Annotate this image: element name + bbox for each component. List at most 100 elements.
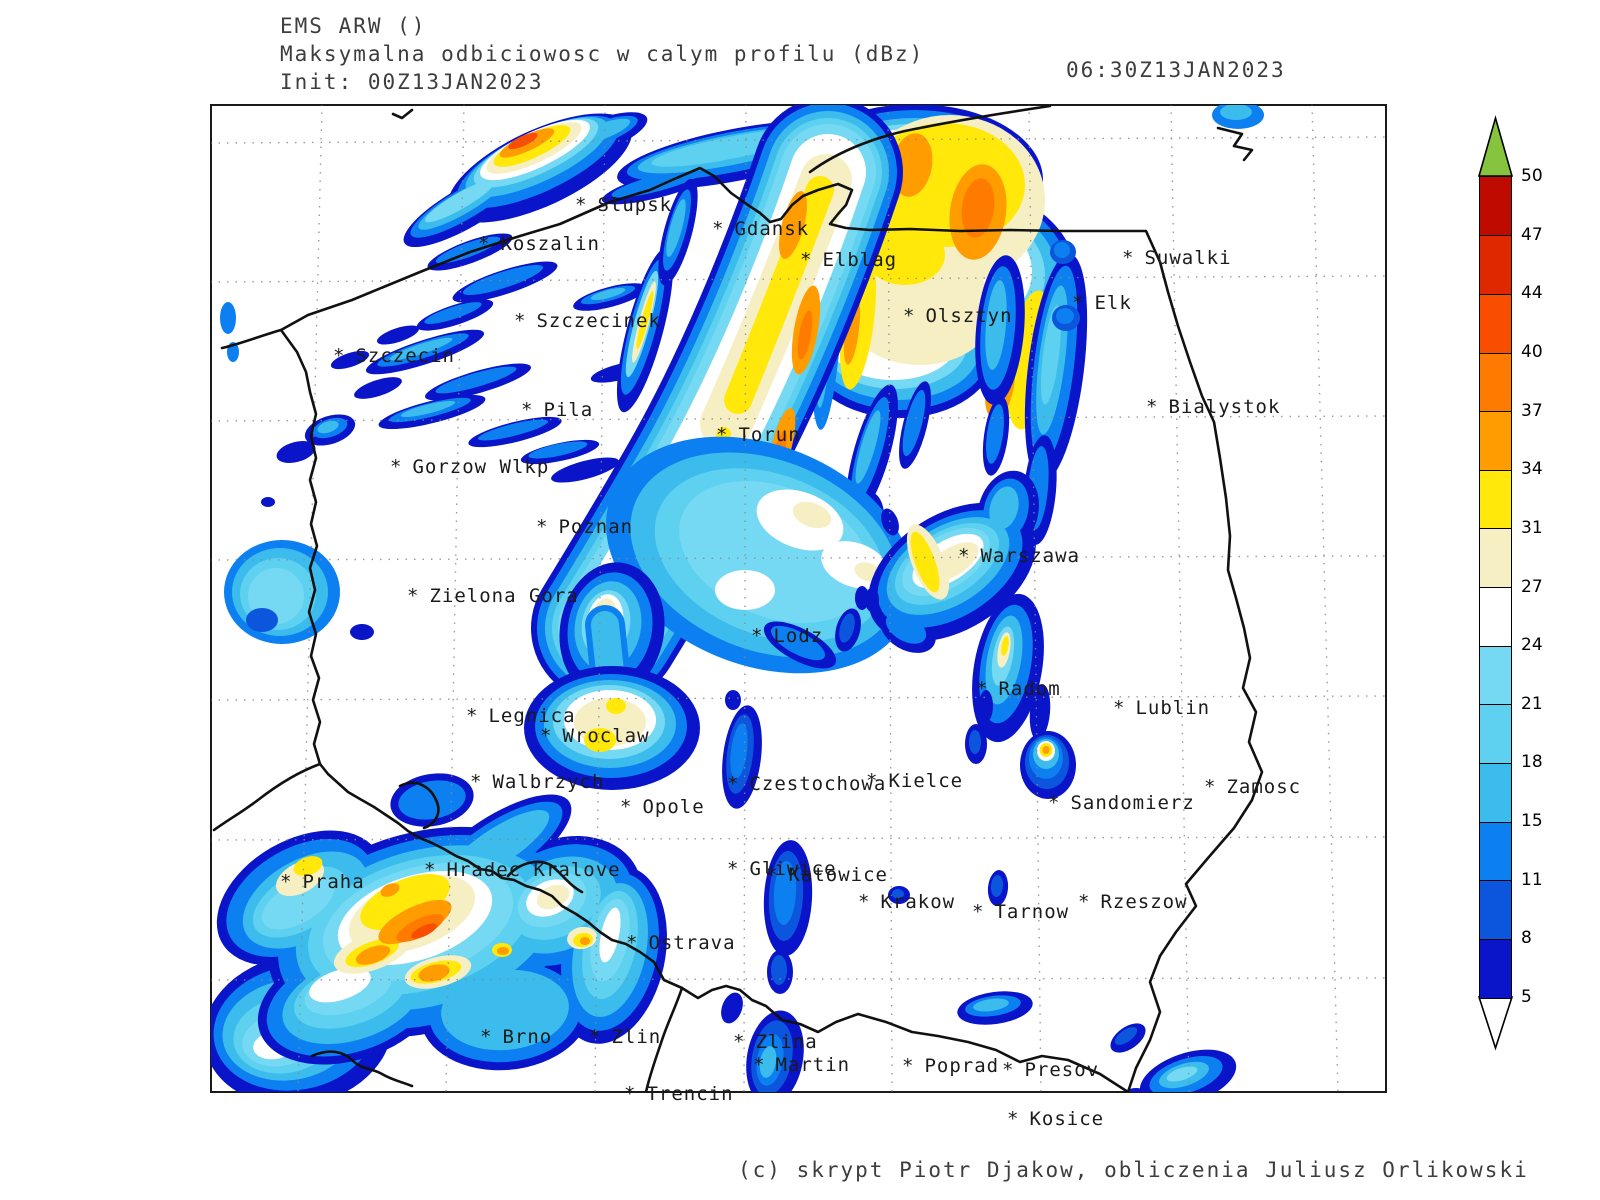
city-star-icon: * xyxy=(575,193,588,216)
city-label: Opole xyxy=(642,795,705,818)
colorbar-band-8-11 xyxy=(1479,879,1512,940)
init-time: Init: 00Z13JAN2023 xyxy=(280,70,544,94)
city-marker-gdansk: * Gdansk xyxy=(712,218,809,240)
city-marker-zlin: * Zlin xyxy=(589,1026,661,1048)
city-marker-szczecinek: * Szczecinek xyxy=(514,310,661,332)
city-star-icon: * xyxy=(466,704,479,727)
city-star-icon: * xyxy=(1204,775,1217,798)
city-star-icon: * xyxy=(902,1054,915,1077)
city-marker-presov: * Presov xyxy=(1002,1059,1099,1081)
colorbar-tick-label-11: 11 xyxy=(1521,869,1543,890)
city-star-icon: * xyxy=(800,248,813,271)
colorbar-band-5-8 xyxy=(1479,938,1512,999)
city-marker-kosice: * Kosice xyxy=(1007,1108,1104,1130)
colorbar-tick-label-27: 27 xyxy=(1521,576,1543,597)
valid-time: 06:30Z13JAN2023 xyxy=(1066,58,1286,82)
city-star-icon: * xyxy=(540,724,553,747)
city-marker-suwalki: * Suwalki xyxy=(1122,247,1232,269)
city-star-icon: * xyxy=(727,772,740,795)
city-star-icon: * xyxy=(424,858,437,881)
city-marker-elblag: * Elblag xyxy=(800,249,897,271)
city-marker-hradec-kralove: * Hradec Kralove xyxy=(424,859,621,881)
city-label: Olsztyn xyxy=(925,304,1013,327)
city-star-icon: * xyxy=(751,624,764,647)
colorbar-tick-label-37: 37 xyxy=(1521,400,1543,421)
city-label: Gliwice xyxy=(749,857,837,880)
city-label: Kosice xyxy=(1029,1107,1105,1130)
city-marker-ostrava: * Ostrava xyxy=(626,932,736,954)
city-label: Legnica xyxy=(488,704,576,727)
colorbar-band-44-47 xyxy=(1479,234,1512,295)
city-star-icon: * xyxy=(407,584,420,607)
city-star-icon: * xyxy=(536,515,549,538)
city-star-icon: * xyxy=(470,770,483,793)
city-marker-torun: * Torun xyxy=(716,424,801,446)
colorbar-over-triangle xyxy=(1477,115,1514,177)
city-label: Martin xyxy=(775,1053,851,1076)
city-star-icon: * xyxy=(1078,890,1091,913)
city-label: Zlina xyxy=(755,1030,818,1053)
city-marker-bialystok: * Bialystok xyxy=(1146,396,1280,418)
colorbar-band-24-27 xyxy=(1479,586,1512,647)
city-marker-lublin: * Lublin xyxy=(1113,697,1210,719)
graticule xyxy=(211,105,1386,1092)
city-star-icon: * xyxy=(521,398,534,421)
colorbar-tick-label-18: 18 xyxy=(1521,752,1543,773)
city-marker-koszalin: * Koszalin xyxy=(478,233,600,255)
city-star-icon: * xyxy=(589,1025,602,1048)
city-marker-slupsk: * Slupsk xyxy=(575,194,672,216)
city-star-icon: * xyxy=(1122,246,1135,269)
colorbar-tick-label-34: 34 xyxy=(1521,459,1543,480)
city-label: Slupsk xyxy=(597,193,673,216)
city-star-icon: * xyxy=(712,217,725,240)
city-label: Zamosc xyxy=(1226,775,1302,798)
city-label: Poznan xyxy=(558,515,634,538)
city-star-icon: * xyxy=(1048,791,1061,814)
country-borders xyxy=(212,105,1264,1092)
city-marker-gorzow-wlkp: * Gorzow Wlkp xyxy=(390,456,549,478)
city-label: Brno xyxy=(502,1025,553,1048)
colorbar-tick-label-15: 15 xyxy=(1521,811,1543,832)
city-label: Praha xyxy=(302,870,365,893)
city-label: Warszawa xyxy=(980,544,1080,567)
colorbar-tick-label-47: 47 xyxy=(1521,224,1543,245)
city-label: Pila xyxy=(543,398,594,421)
city-marker-warszawa: * Warszawa xyxy=(958,545,1080,567)
colorbar-band-34-37 xyxy=(1479,410,1512,471)
city-marker-kielce: * Kielce xyxy=(866,770,963,792)
city-star-icon: * xyxy=(514,309,527,332)
city-label: Hradec Kralove xyxy=(446,858,621,881)
city-marker-krakow: * Krakow xyxy=(858,891,955,913)
city-label: Lublin xyxy=(1135,696,1211,719)
city-marker-poprad: * Poprad xyxy=(902,1055,999,1077)
colorbar-tick-label-31: 31 xyxy=(1521,517,1543,538)
city-star-icon: * xyxy=(976,677,989,700)
city-star-icon: * xyxy=(753,1053,766,1076)
city-star-icon: * xyxy=(1072,291,1085,314)
colorbar-tick-label-21: 21 xyxy=(1521,693,1543,714)
city-label: Torun xyxy=(738,423,801,446)
city-marker-opole: * Opole xyxy=(620,796,705,818)
colorbar-band-15-18 xyxy=(1479,762,1512,823)
city-marker-praha: * Praha xyxy=(280,871,365,893)
credit-line: (c) skrypt Piotr Djakow, obliczenia Juli… xyxy=(738,1158,1529,1182)
city-star-icon: * xyxy=(958,544,971,567)
city-label: Zielona Gora xyxy=(429,584,579,607)
city-label: Sandomierz xyxy=(1070,791,1195,814)
city-star-icon: * xyxy=(478,232,491,255)
city-label: Tarnow xyxy=(994,900,1070,923)
city-label: Katowice xyxy=(788,863,888,886)
colorbar-tick-label-40: 40 xyxy=(1521,341,1543,362)
colorbar-tick-label-5: 5 xyxy=(1521,987,1532,1007)
city-star-icon: * xyxy=(733,1030,746,1053)
reflectivity-field xyxy=(211,105,1264,1092)
city-star-icon: * xyxy=(866,769,879,792)
city-star-icon: * xyxy=(620,795,633,818)
city-marker-legnica: * Legnica xyxy=(466,705,576,727)
city-star-icon: * xyxy=(1002,1058,1015,1081)
city-label: Ostrava xyxy=(648,931,736,954)
city-star-icon: * xyxy=(1007,1107,1020,1130)
city-marker-brno: * Brno xyxy=(480,1026,552,1048)
